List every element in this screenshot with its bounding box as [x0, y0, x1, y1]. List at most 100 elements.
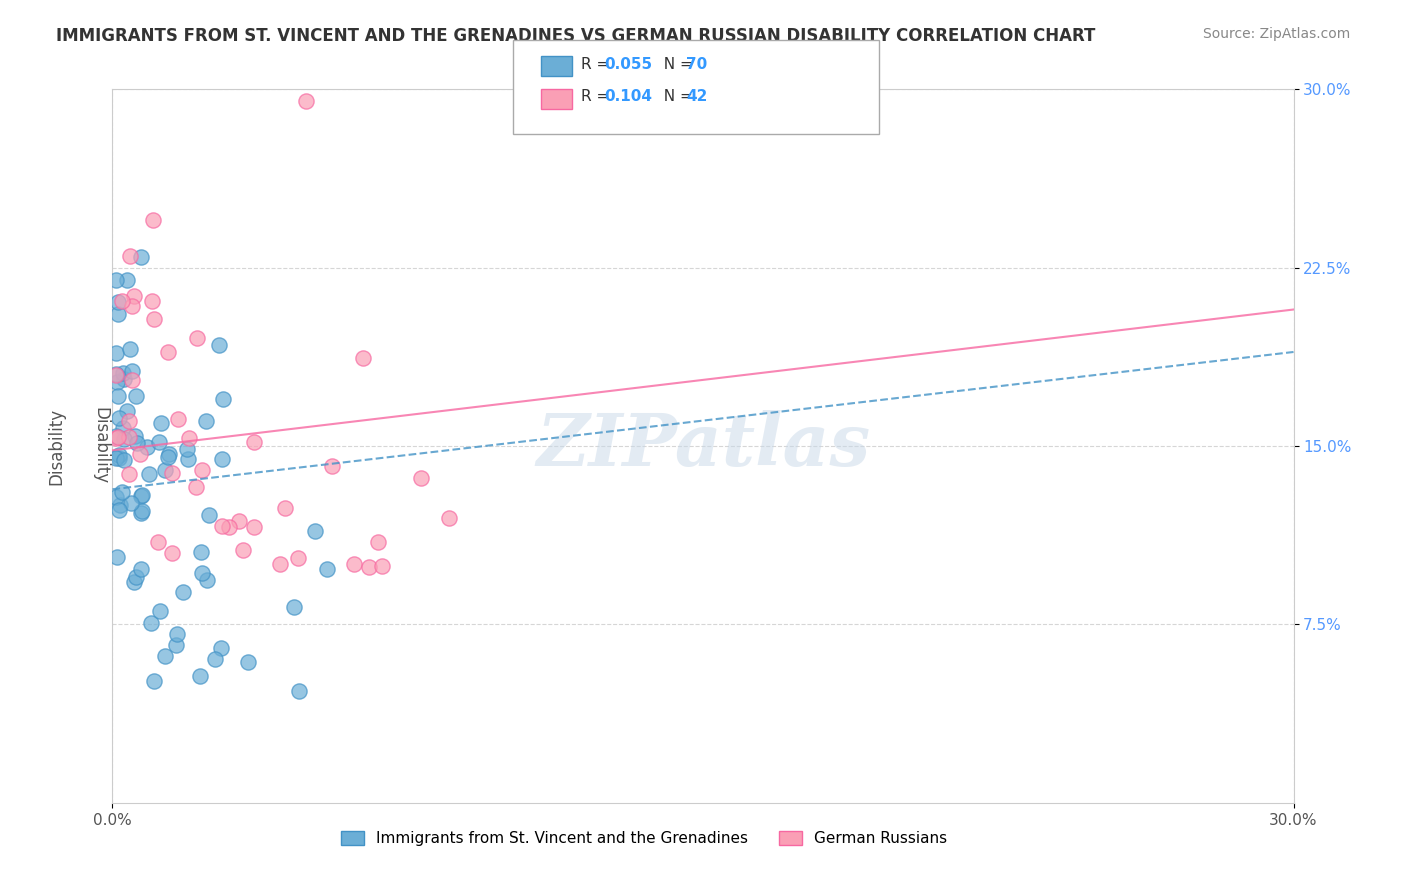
Immigrants from St. Vincent and the Grenadines: [108, 410, 131, 425]
Immigrants from St. Vincent and the Grenadines: [211, 392, 233, 406]
Immigrants from St. Vincent and the Grenadines: [107, 389, 129, 403]
German Russians: [321, 459, 343, 474]
German Russians: [367, 535, 389, 549]
Immigrants from St. Vincent and the Grenadines: [125, 389, 148, 403]
Immigrants from St. Vincent and the Grenadines: [105, 550, 128, 565]
Immigrants from St. Vincent and the Grenadines: [141, 616, 163, 631]
Immigrants from St. Vincent and the Grenadines: [135, 440, 157, 454]
Immigrants from St. Vincent and the Grenadines: [105, 346, 128, 360]
Immigrants from St. Vincent and the Grenadines: [195, 573, 218, 587]
Immigrants from St. Vincent and the Grenadines: [166, 626, 188, 640]
German Russians: [269, 557, 291, 571]
Immigrants from St. Vincent and the Grenadines: [209, 641, 232, 656]
Immigrants from St. Vincent and the Grenadines: [142, 673, 165, 688]
Immigrants from St. Vincent and the Grenadines: [153, 463, 176, 477]
Immigrants from St. Vincent and the Grenadines: [190, 566, 212, 580]
German Russians: [352, 351, 374, 365]
Text: R =: R =: [581, 89, 614, 103]
German Russians: [211, 519, 233, 533]
Immigrants from St. Vincent and the Grenadines: [208, 337, 231, 351]
German Russians: [274, 500, 297, 515]
Immigrants from St. Vincent and the Grenadines: [112, 432, 135, 446]
German Russians: [117, 430, 139, 444]
Immigrants from St. Vincent and the Grenadines: [124, 429, 146, 443]
Text: 0.055: 0.055: [605, 57, 652, 71]
Immigrants from St. Vincent and the Grenadines: [195, 414, 218, 428]
German Russians: [179, 431, 201, 445]
Immigrants from St. Vincent and the Grenadines: [172, 584, 194, 599]
German Russians: [343, 558, 366, 572]
Immigrants from St. Vincent and the Grenadines: [105, 375, 128, 389]
Immigrants from St. Vincent and the Grenadines: [108, 503, 131, 517]
Immigrants from St. Vincent and the Grenadines: [129, 506, 152, 520]
German Russians: [242, 434, 264, 449]
Immigrants from St. Vincent and the Grenadines: [149, 417, 172, 431]
Immigrants from St. Vincent and the Grenadines: [149, 604, 172, 618]
Immigrants from St. Vincent and the Grenadines: [165, 638, 187, 652]
Text: Disability: Disability: [48, 408, 65, 484]
Immigrants from St. Vincent and the Grenadines: [198, 508, 221, 523]
Text: 70: 70: [686, 57, 707, 71]
Immigrants from St. Vincent and the Grenadines: [124, 570, 146, 584]
German Russians: [357, 560, 380, 574]
German Russians: [191, 463, 214, 477]
German Russians: [218, 520, 240, 534]
Immigrants from St. Vincent and the Grenadines: [129, 562, 152, 576]
Immigrants from St. Vincent and the Grenadines: [121, 364, 143, 378]
Immigrants from St. Vincent and the Grenadines: [107, 295, 129, 310]
Immigrants from St. Vincent and the Grenadines: [120, 496, 142, 510]
German Russians: [111, 294, 134, 309]
Immigrants from St. Vincent and the Grenadines: [131, 489, 153, 503]
Immigrants from St. Vincent and the Grenadines: [105, 490, 128, 504]
Immigrants from St. Vincent and the Grenadines: [148, 435, 170, 450]
Text: R =: R =: [581, 57, 614, 71]
Immigrants from St. Vincent and the Grenadines: [112, 420, 135, 434]
German Russians: [167, 412, 190, 426]
Immigrants from St. Vincent and the Grenadines: [112, 371, 135, 385]
German Russians: [232, 543, 254, 558]
Immigrants from St. Vincent and the Grenadines: [156, 450, 179, 464]
Text: Source: ZipAtlas.com: Source: ZipAtlas.com: [1202, 27, 1350, 41]
Y-axis label: Disability: Disability: [91, 408, 110, 484]
Text: IMMIGRANTS FROM ST. VINCENT AND THE GRENADINES VS GERMAN RUSSIAN DISABILITY CORR: IMMIGRANTS FROM ST. VINCENT AND THE GREN…: [56, 27, 1095, 45]
German Russians: [370, 559, 392, 574]
German Russians: [141, 293, 163, 308]
German Russians: [121, 299, 143, 313]
German Russians: [107, 430, 129, 444]
German Russians: [146, 534, 169, 549]
Immigrants from St. Vincent and the Grenadines: [153, 648, 176, 663]
Immigrants from St. Vincent and the Grenadines: [111, 485, 134, 500]
Immigrants from St. Vincent and the Grenadines: [157, 447, 180, 461]
Immigrants from St. Vincent and the Grenadines: [107, 307, 129, 321]
German Russians: [118, 467, 141, 481]
German Russians: [142, 213, 165, 227]
German Russians: [122, 288, 145, 302]
Immigrants from St. Vincent and the Grenadines: [112, 366, 135, 380]
German Russians: [118, 249, 141, 263]
Immigrants from St. Vincent and the Grenadines: [236, 655, 259, 669]
Immigrants from St. Vincent and the Grenadines: [105, 450, 128, 465]
Immigrants from St. Vincent and the Grenadines: [283, 600, 305, 615]
German Russians: [160, 467, 183, 481]
Immigrants from St. Vincent and the Grenadines: [108, 449, 131, 463]
Text: 0.104: 0.104: [605, 89, 652, 103]
German Russians: [186, 331, 208, 345]
Immigrants from St. Vincent and the Grenadines: [105, 428, 128, 442]
Text: N =: N =: [654, 89, 697, 103]
Immigrants from St. Vincent and the Grenadines: [115, 403, 138, 417]
Immigrants from St. Vincent and the Grenadines: [131, 487, 153, 501]
German Russians: [439, 510, 461, 524]
Immigrants from St. Vincent and the Grenadines: [287, 683, 309, 698]
German Russians: [121, 373, 143, 387]
Immigrants from St. Vincent and the Grenadines: [122, 574, 145, 589]
Legend: Immigrants from St. Vincent and the Grenadines, German Russians: Immigrants from St. Vincent and the Gren…: [335, 825, 953, 852]
Immigrants from St. Vincent and the Grenadines: [127, 435, 149, 450]
German Russians: [157, 345, 180, 359]
German Russians: [118, 414, 141, 428]
Immigrants from St. Vincent and the Grenadines: [117, 273, 139, 287]
German Russians: [160, 546, 183, 560]
Text: ZIPatlas: ZIPatlas: [536, 410, 870, 482]
Text: N =: N =: [654, 57, 697, 71]
Immigrants from St. Vincent and the Grenadines: [188, 669, 211, 683]
Immigrants from St. Vincent and the Grenadines: [304, 524, 326, 539]
